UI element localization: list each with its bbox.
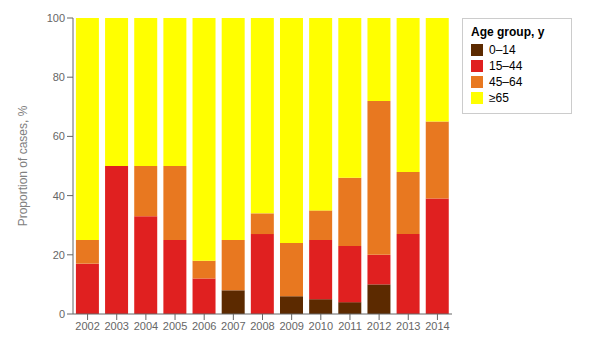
svg-text:2007: 2007 (221, 320, 245, 332)
svg-text:60: 60 (53, 130, 65, 142)
svg-text:2008: 2008 (250, 320, 274, 332)
svg-text:2014: 2014 (425, 320, 449, 332)
svg-text:2002: 2002 (75, 320, 99, 332)
html-text:15–44: 15–44 (489, 59, 523, 73)
svg-text:2006: 2006 (192, 320, 216, 332)
svg-text:2011: 2011 (338, 320, 362, 332)
html-text:Age group, y: Age group, y (471, 25, 545, 39)
svg-text:Proportion of cases, %: Proportion of cases, % (16, 105, 30, 226)
svg-text:20: 20 (53, 249, 65, 261)
svg-text:2003: 2003 (104, 320, 128, 332)
html-text:45–64: 45–64 (489, 75, 523, 89)
svg-text:2004: 2004 (134, 320, 158, 332)
svg-text:2010: 2010 (309, 320, 333, 332)
html-text:0–14: 0–14 (489, 43, 516, 57)
svg-text:2005: 2005 (163, 320, 187, 332)
svg-text:2013: 2013 (396, 320, 420, 332)
svg-text:80: 80 (53, 71, 65, 83)
svg-text:40: 40 (53, 190, 65, 202)
svg-text:100: 100 (47, 12, 65, 24)
svg-text:2012: 2012 (367, 320, 391, 332)
svg-text:0: 0 (59, 308, 65, 320)
svg-text:2009: 2009 (279, 320, 303, 332)
html-text:≥65: ≥65 (489, 91, 509, 105)
